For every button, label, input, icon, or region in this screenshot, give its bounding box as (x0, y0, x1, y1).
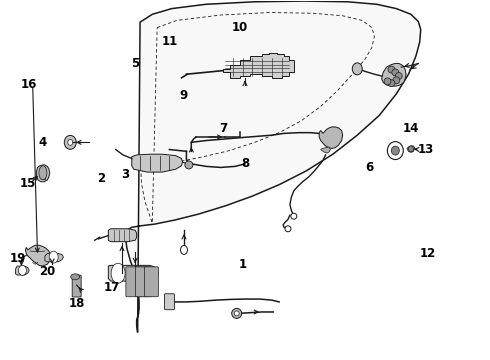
Ellipse shape (388, 80, 395, 87)
Ellipse shape (234, 311, 239, 316)
Ellipse shape (64, 135, 76, 149)
Text: 7: 7 (219, 122, 227, 135)
Text: 3: 3 (122, 168, 129, 181)
FancyBboxPatch shape (145, 267, 158, 297)
FancyBboxPatch shape (72, 275, 81, 297)
FancyBboxPatch shape (136, 267, 151, 297)
Text: 16: 16 (21, 78, 37, 91)
Text: 19: 19 (10, 252, 26, 265)
Text: 1: 1 (239, 258, 246, 271)
Ellipse shape (388, 66, 395, 73)
Polygon shape (319, 127, 343, 148)
Text: 6: 6 (366, 161, 373, 174)
Polygon shape (132, 154, 182, 172)
Ellipse shape (49, 251, 58, 263)
Ellipse shape (393, 77, 400, 84)
Ellipse shape (291, 213, 297, 219)
Ellipse shape (19, 265, 26, 275)
Ellipse shape (409, 146, 414, 152)
Polygon shape (16, 266, 29, 275)
Polygon shape (108, 265, 158, 281)
Ellipse shape (185, 161, 193, 169)
FancyBboxPatch shape (126, 267, 148, 297)
Text: 4: 4 (38, 136, 47, 149)
Ellipse shape (71, 274, 79, 280)
Ellipse shape (39, 166, 47, 180)
Polygon shape (223, 53, 294, 78)
FancyBboxPatch shape (165, 294, 174, 310)
Polygon shape (37, 165, 50, 182)
Polygon shape (25, 245, 51, 266)
Polygon shape (45, 253, 63, 262)
Ellipse shape (392, 146, 399, 155)
Polygon shape (108, 229, 137, 242)
Polygon shape (382, 63, 406, 86)
Text: 13: 13 (417, 143, 434, 156)
Text: 12: 12 (420, 247, 436, 260)
Ellipse shape (285, 226, 291, 232)
Text: 8: 8 (241, 157, 249, 170)
Ellipse shape (384, 78, 391, 85)
Ellipse shape (388, 141, 403, 159)
Ellipse shape (392, 69, 399, 76)
Text: 14: 14 (403, 122, 419, 135)
Ellipse shape (232, 309, 242, 318)
Text: 10: 10 (232, 21, 248, 34)
Text: 11: 11 (161, 35, 177, 49)
Text: 9: 9 (180, 89, 188, 102)
Text: 18: 18 (69, 297, 85, 310)
Ellipse shape (352, 63, 362, 75)
Text: 15: 15 (20, 177, 36, 190)
Text: 5: 5 (131, 57, 139, 70)
Polygon shape (407, 146, 415, 152)
Ellipse shape (395, 72, 402, 80)
Polygon shape (125, 1, 421, 332)
Text: 17: 17 (104, 281, 121, 294)
Ellipse shape (180, 246, 188, 255)
Polygon shape (320, 147, 330, 153)
Text: 20: 20 (39, 265, 55, 278)
Ellipse shape (68, 139, 73, 145)
Ellipse shape (111, 263, 125, 283)
Text: 2: 2 (97, 172, 105, 185)
